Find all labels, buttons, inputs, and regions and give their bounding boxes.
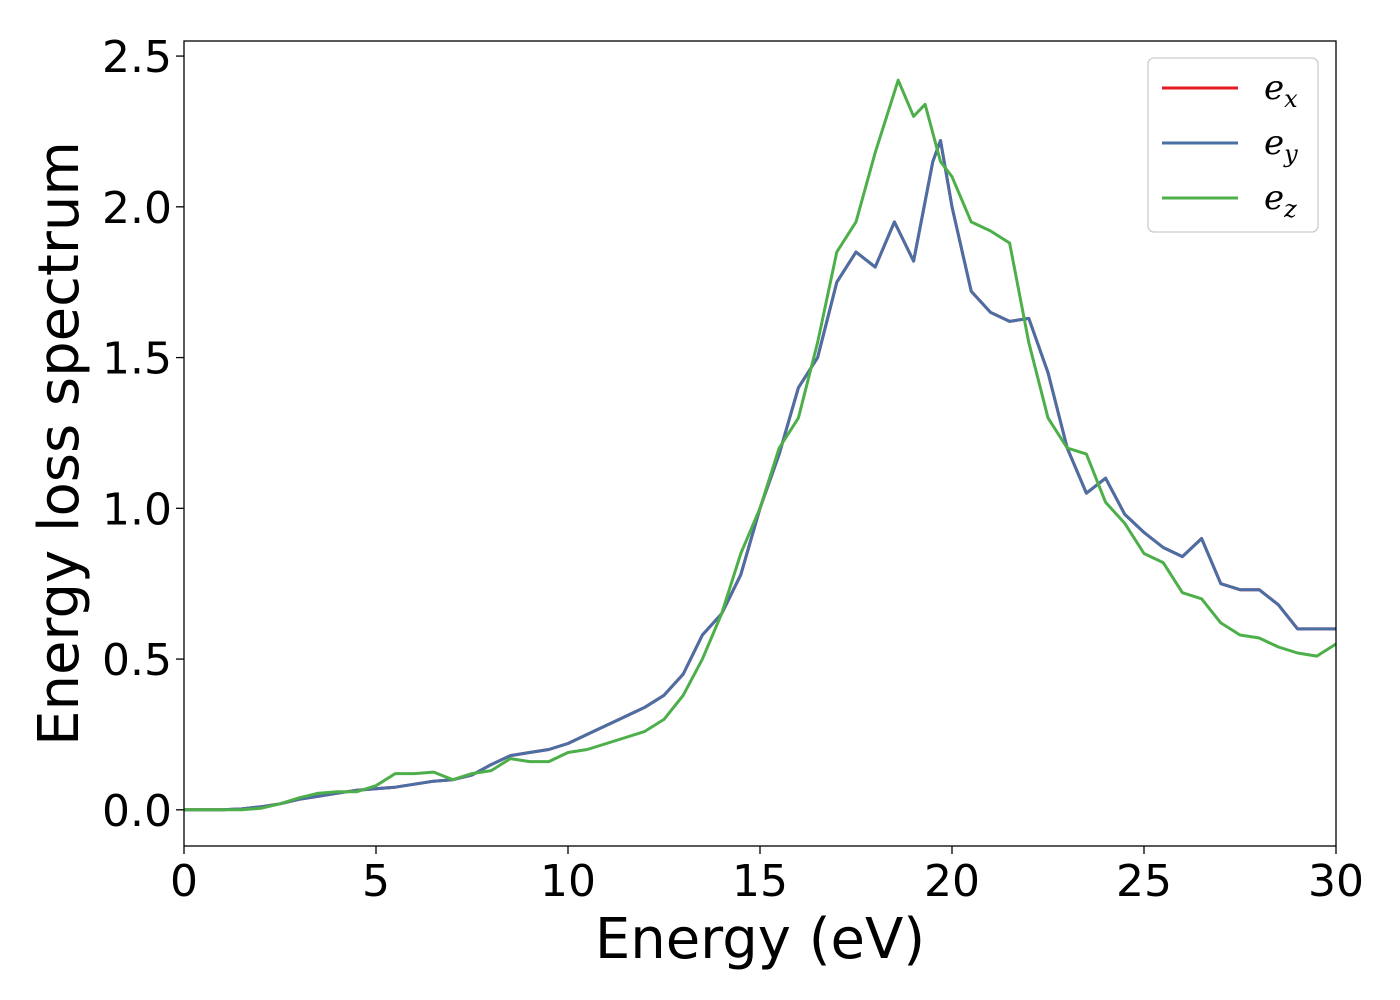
x-tick-label: 20: [924, 856, 980, 907]
x-tick-label: 10: [540, 856, 596, 907]
legend-box: [1147, 57, 1319, 233]
x-axis-ticks: 0 5 10 15 20 25 30: [170, 846, 1364, 907]
x-tick-label: 0: [170, 856, 198, 907]
series-layer: [184, 78, 1337, 812]
y-axis-ticks: 0.0 0.5 1.0 1.5 2.0 2.5: [102, 32, 184, 837]
x-tick-label: 15: [732, 856, 788, 907]
y-tick-label: 2.5: [102, 32, 172, 83]
y-tick-label: 2.0: [102, 183, 172, 234]
legend-label-ez: ez: [1264, 178, 1297, 223]
x-axis-label: Energy (eV): [595, 907, 925, 972]
x-tick-label: 30: [1308, 856, 1364, 907]
legend-label-ex: ex: [1264, 68, 1298, 113]
series-line-ex: [184, 139, 1336, 812]
y-tick-label: 1.5: [102, 334, 172, 385]
y-tick-label: 0.0: [102, 786, 172, 837]
y-tick-label: 1.0: [102, 484, 172, 535]
y-axis-label: Energy loss spectrum: [27, 141, 92, 746]
x-tick-label: 5: [362, 856, 390, 907]
y-tick-label: 0.5: [102, 635, 172, 686]
series-line-ey: [184, 139, 1336, 812]
x-tick-label: 25: [1116, 856, 1172, 907]
series-line-ez: [184, 78, 1337, 812]
legend-label-ey: ey: [1264, 123, 1298, 168]
legend: ex ey ez: [1147, 57, 1319, 233]
